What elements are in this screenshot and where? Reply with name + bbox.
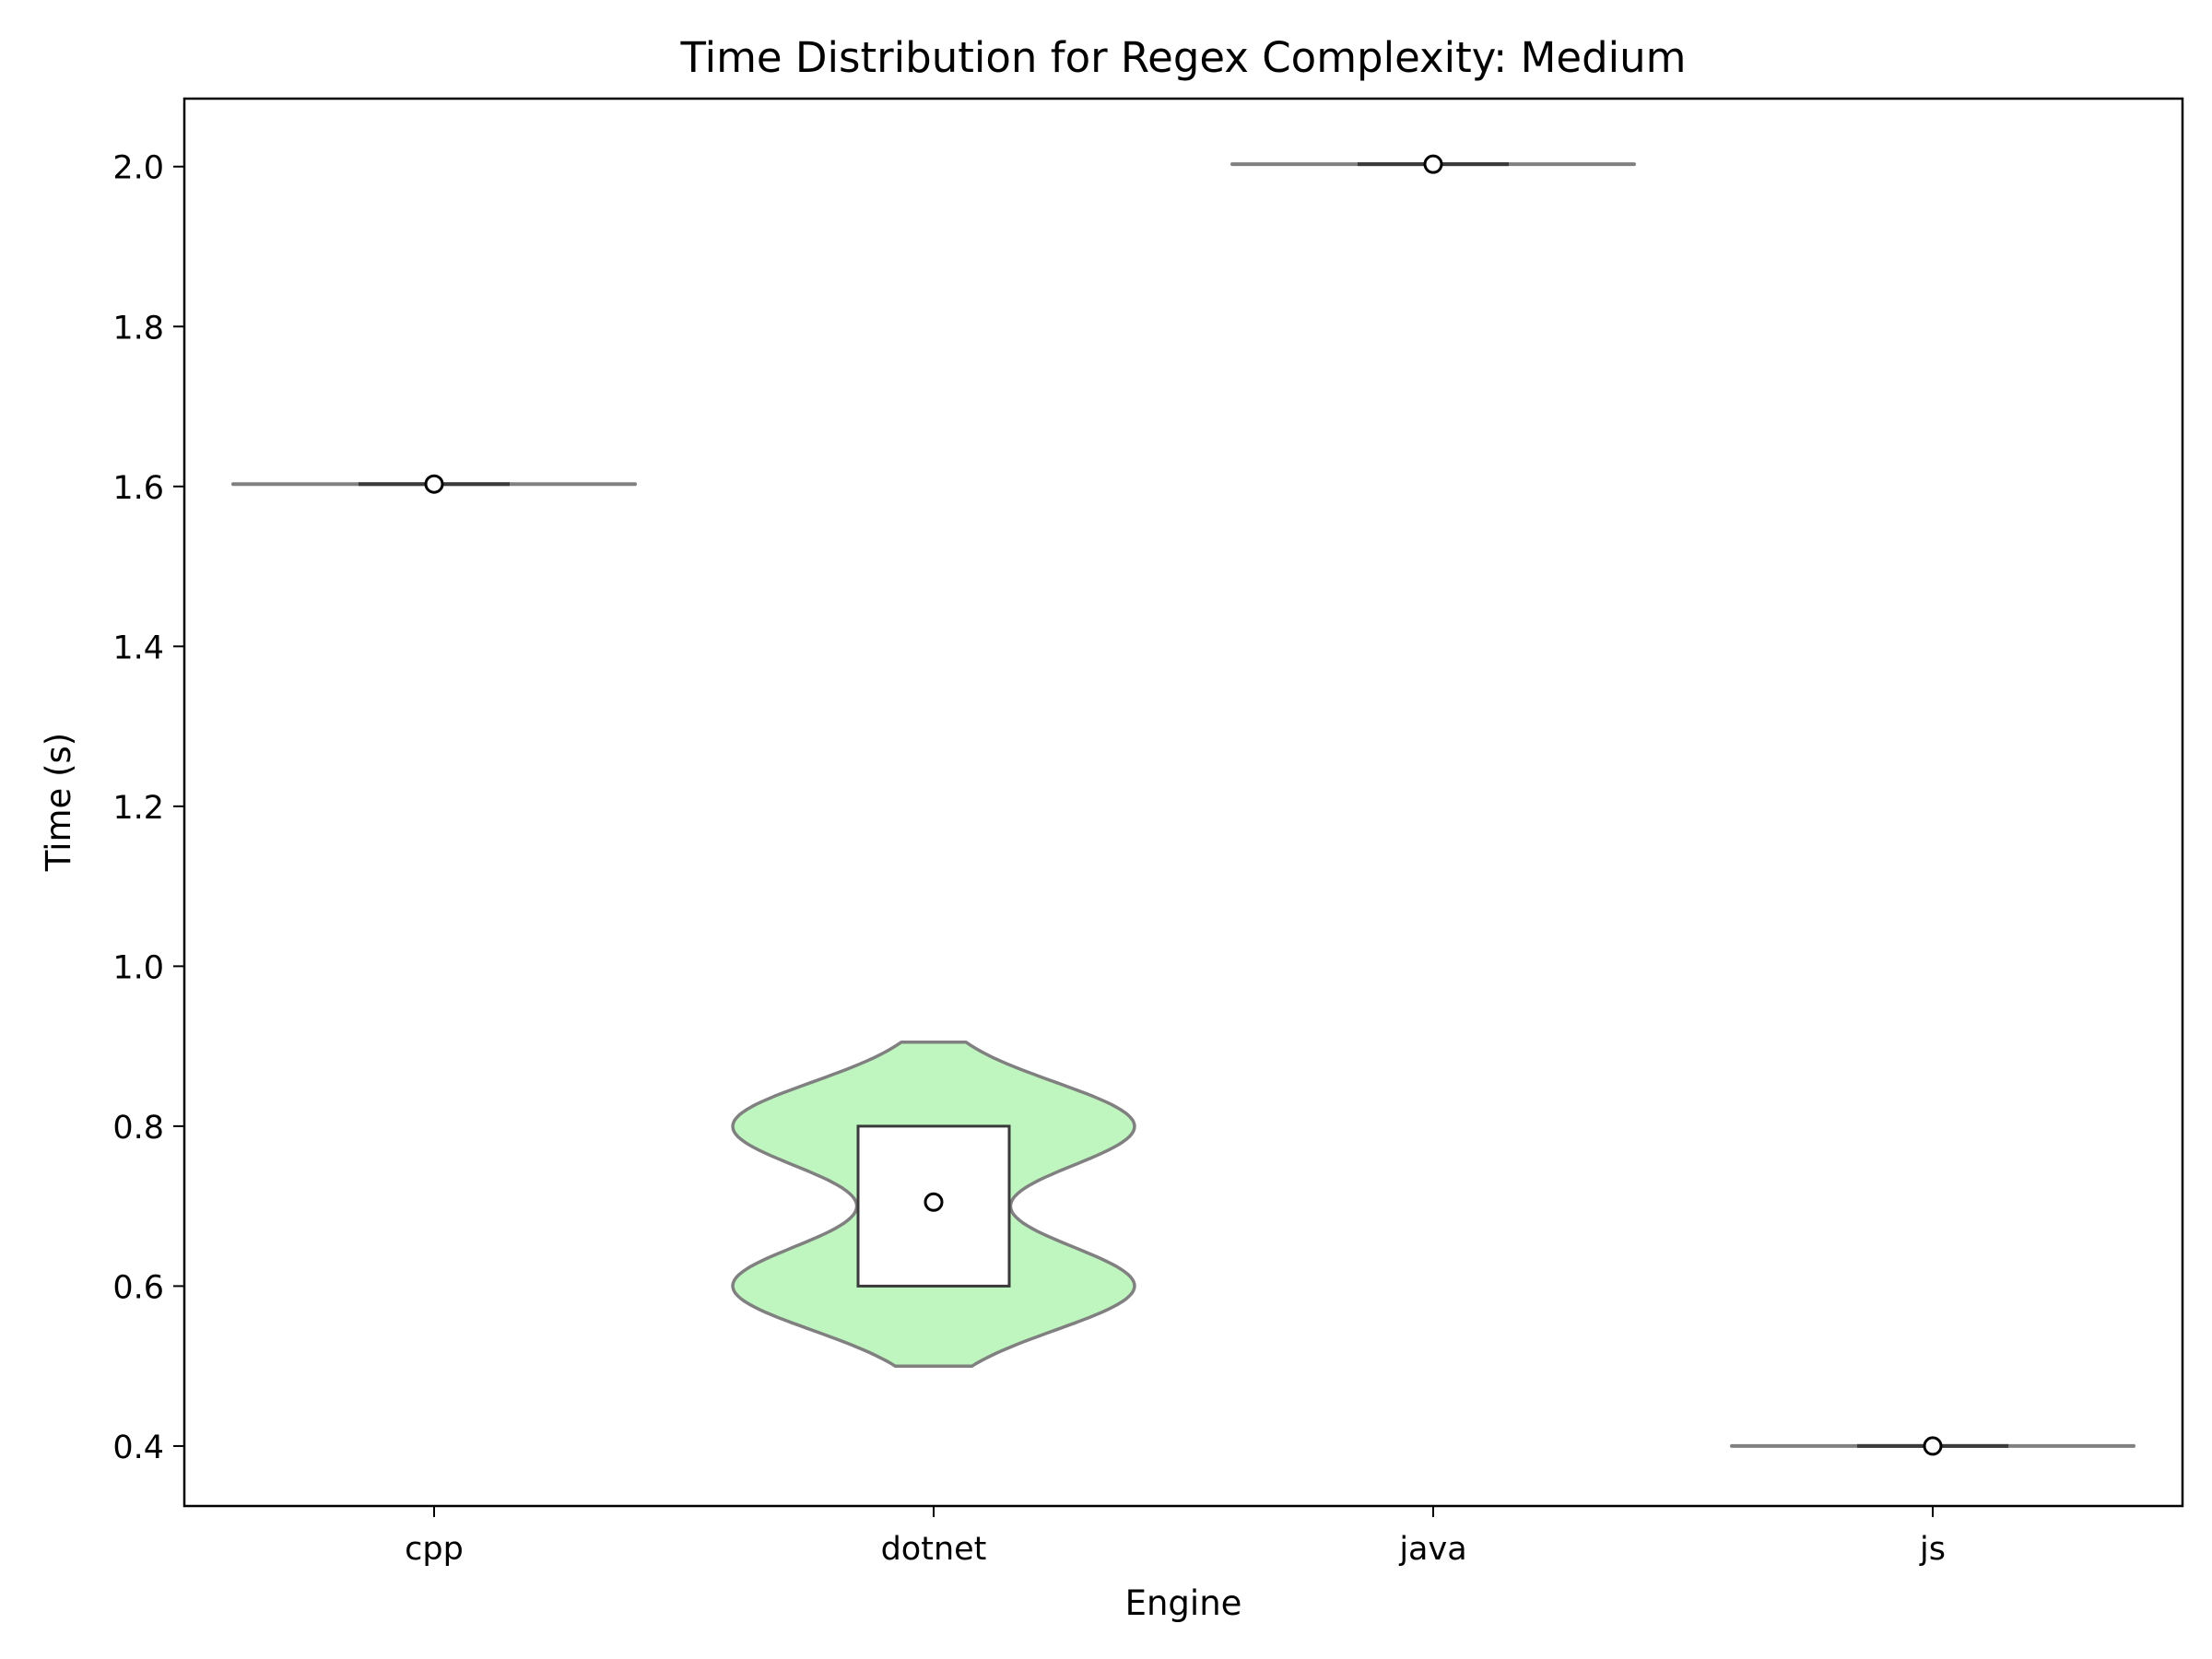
mean-marker-js bbox=[1923, 1436, 1943, 1456]
y-axis: 0.4 0.6 0.8 1.0 1.2 1.4 1.6 1.8 2.0 bbox=[112, 150, 184, 1466]
mean-marker-java bbox=[1423, 154, 1443, 174]
x-tick-label-js: js bbox=[1919, 1531, 1946, 1568]
y-tick-label: 1.2 bbox=[112, 790, 164, 827]
mean-marker-dotnet bbox=[924, 1192, 944, 1212]
y-tick-label: 2.0 bbox=[112, 150, 164, 187]
chart-title: Time Distribution for Regex Complexity: … bbox=[679, 33, 1686, 82]
mean-marker-cpp bbox=[424, 474, 444, 494]
y-tick-label: 1.0 bbox=[112, 949, 164, 986]
y-tick-label: 0.6 bbox=[112, 1269, 164, 1306]
y-tick-label: 1.6 bbox=[112, 470, 164, 507]
plot-frame bbox=[182, 97, 2184, 1508]
boxes-layer bbox=[359, 154, 2008, 1456]
x-tick-label-cpp: cpp bbox=[405, 1531, 464, 1568]
y-tick-label: 0.8 bbox=[112, 1110, 164, 1147]
y-tick-label: 1.4 bbox=[112, 629, 164, 666]
y-tick-label: 1.8 bbox=[112, 310, 164, 347]
x-axis: cpp dotnet java js bbox=[405, 1506, 1946, 1568]
y-axis-label: Time (s) bbox=[39, 733, 78, 872]
x-tick-label-java: java bbox=[1398, 1531, 1466, 1568]
x-tick-label-dotnet: dotnet bbox=[881, 1531, 987, 1568]
y-tick-label: 0.4 bbox=[112, 1430, 164, 1466]
x-axis-label: Engine bbox=[1125, 1583, 1242, 1623]
